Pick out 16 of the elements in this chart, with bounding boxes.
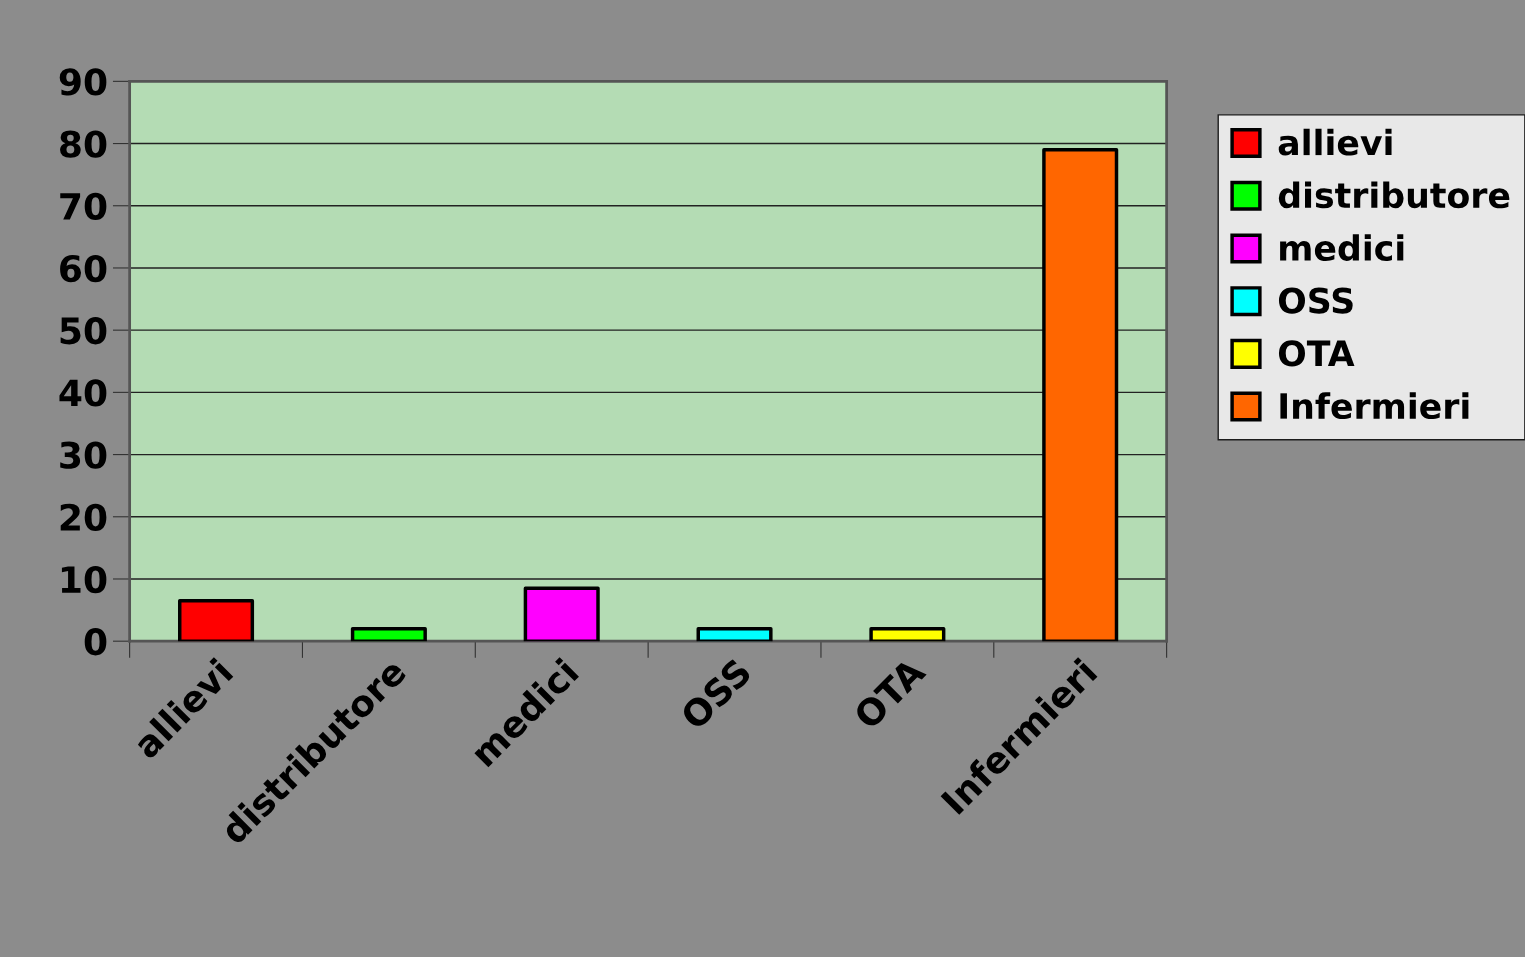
legend-label: Infermieri	[1280, 392, 1469, 420]
legend-label: distributore	[1278, 181, 1510, 209]
legend-label: OTA	[1278, 340, 1355, 367]
y-tick-label: 20	[60, 503, 107, 532]
y-tick-label: 0	[84, 628, 107, 656]
y-tick-label: 90	[59, 68, 107, 96]
y-tick-label: 60	[60, 254, 107, 283]
y-tick-label: 30	[60, 441, 107, 469]
legend-label: medici	[1280, 234, 1404, 262]
y-tick-label: 70	[60, 192, 107, 220]
y-tick-label: 50	[60, 317, 107, 345]
y-tick-label: 10	[61, 565, 107, 594]
legend-label: OSS	[1278, 287, 1353, 314]
y-tick-label: 80	[60, 130, 107, 158]
legend-label: allievi	[1278, 128, 1392, 156]
y-tick-label: 40	[59, 379, 107, 407]
